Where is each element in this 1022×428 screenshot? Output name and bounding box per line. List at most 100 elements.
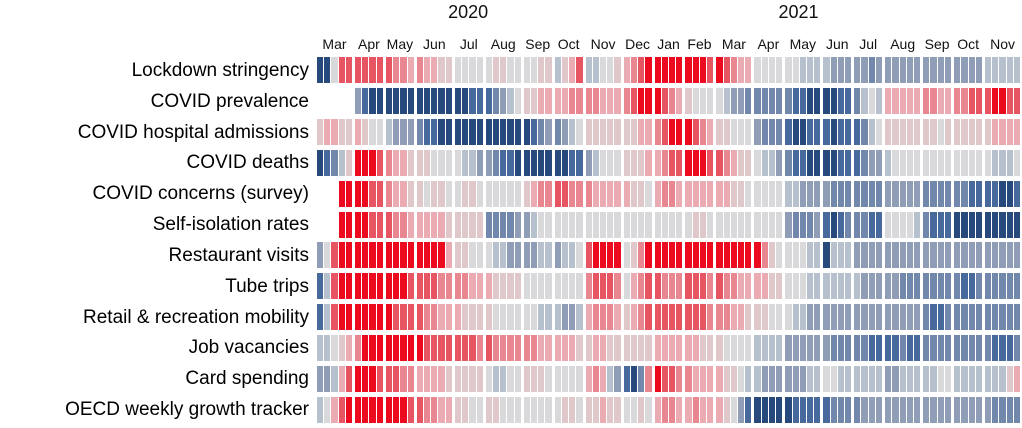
heatmap-cell [875,396,883,423]
heatmap-cell [623,242,630,269]
heatmap-cell [799,57,806,84]
heatmap-cell [944,242,952,269]
month-group [823,119,852,146]
heatmap-cell [469,334,476,361]
heatmap-cell [685,304,692,331]
heatmap-row: COVID concerns (survey) [0,180,1022,207]
heatmap-cell [424,396,431,423]
heatmap-cell [961,304,968,331]
heatmap-cell [861,334,868,361]
heatmap-cell [638,396,645,423]
heatmap-cell [324,119,331,146]
heatmap-cell [723,149,730,176]
month-group [985,88,1020,115]
heatmap-cell [814,57,821,84]
heatmap-cell [638,119,645,146]
heatmap-cell [454,211,462,238]
heatmap-cell [730,57,737,84]
heatmap-cell [638,211,645,238]
month-group [754,396,783,423]
heatmap-cell [354,396,362,423]
heatmap-cell [400,273,407,300]
heatmap-cell [985,242,992,269]
heatmap-cell [944,334,952,361]
month-group [785,211,821,238]
heatmap-cell [845,211,852,238]
heatmap-cell [407,365,414,392]
month-group [554,119,583,146]
heatmap-cell [485,273,492,300]
month-group [685,88,714,115]
heatmap-cell [585,242,592,269]
heatmap-cell [645,211,652,238]
heatmap-cell [507,88,514,115]
heatmap-cell [654,88,661,115]
heatmap-cell [385,396,393,423]
heatmap-cell [923,273,930,300]
heatmap-cell [975,211,983,238]
heatmap-cell [707,211,714,238]
month-group [317,211,352,238]
heatmap-cell [875,304,883,331]
heatmap-cell [975,334,983,361]
heatmap-cell [424,88,431,115]
heatmap-cell [823,88,830,115]
month-group [885,211,921,238]
heatmap-cell [923,149,930,176]
heatmap-cell [354,211,362,238]
heatmap-cell [823,365,830,392]
heatmap-cell [954,396,961,423]
heatmap-cell [369,334,376,361]
heatmap-cell [654,119,661,146]
heatmap-cell [892,88,899,115]
heatmap-cell [393,57,400,84]
heatmap-cell [899,396,906,423]
heatmap-cell [507,180,514,207]
heatmap-cell [768,180,776,207]
month-group [317,365,352,392]
heatmap-cell [376,334,383,361]
heatmap-cell [999,88,1006,115]
heatmap-cell [407,88,414,115]
heatmap-cell [462,365,469,392]
heatmap-cell [906,396,913,423]
heatmap-cell [768,396,776,423]
heatmap-cell [999,57,1006,84]
heatmap-cell [416,396,424,423]
heatmap-cell [569,57,576,84]
heatmap-cell [961,396,968,423]
heatmap-cell [923,211,930,238]
heatmap-cell [661,57,668,84]
heatmap-cell [500,242,507,269]
heatmap-cell [462,242,469,269]
heatmap-strip [317,396,1020,423]
month-group [317,273,352,300]
heatmap-cell [738,119,745,146]
heatmap-cell [868,119,875,146]
heatmap-cell [823,242,830,269]
heatmap-cell [530,273,538,300]
month-group [754,273,783,300]
heatmap-cell [1006,273,1013,300]
row-label: Restaurant visits [168,244,309,266]
heatmap-cell [685,211,692,238]
month-group [754,88,783,115]
heatmap-cell [469,304,476,331]
heatmap-cell [585,180,592,207]
month-group [485,57,521,84]
month-group [385,273,414,300]
heatmap-cell [545,396,552,423]
month-group [585,88,621,115]
heatmap-cell [476,334,483,361]
month-group [454,211,483,238]
heatmap-cell [913,149,921,176]
heatmap-cell [1006,334,1013,361]
year-label-2021: 2021 [778,2,819,22]
heatmap-cell [792,396,799,423]
heatmap-cell [992,149,999,176]
heatmap-cell [885,180,892,207]
month-group [554,365,583,392]
heatmap-cell [676,365,683,392]
month-group [985,119,1020,146]
heatmap-cell [407,180,414,207]
